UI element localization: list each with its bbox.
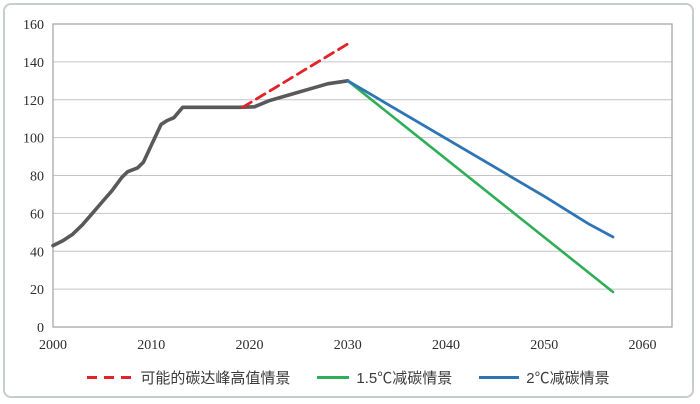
- series-scenario-1p5c-line: [346, 79, 615, 294]
- chart-frame: 0 20 40 60 80 100 120 140 160 2000 2010 2020 2030 204…: [3, 3, 694, 398]
- y-axis-tick-label-20: 20: [30, 283, 44, 298]
- series-peak-high-scenario-line: [241, 42, 350, 109]
- legend-item-1p5c-scenario: 1.5℃减碳情景: [317, 367, 452, 388]
- plot-border: [52, 23, 673, 328]
- x-axis-tick-label-2030: 2030: [334, 338, 362, 353]
- legend-item-peak-high-scenario: 可能的碳达峰高值情景: [87, 367, 290, 388]
- red-dashed-line-swatch: [87, 375, 134, 379]
- x-axis-tick-label-2010: 2010: [137, 338, 165, 353]
- series-historical-emissions-line: [51, 79, 350, 248]
- y-axis-tick-label-40: 40: [30, 245, 44, 260]
- x-axis-tick-label-2060: 2060: [629, 338, 657, 353]
- y-axis-tick-label-140: 140: [23, 56, 44, 71]
- x-axis-tick-label-2040: 2040: [432, 338, 460, 353]
- blue-line-swatch: [479, 375, 520, 379]
- legend-label-2c-scenario: 2℃减碳情景: [526, 369, 610, 387]
- legend-label-1p5c-scenario: 1.5℃减碳情景: [356, 369, 453, 387]
- y-axis-tick-label-80: 80: [30, 170, 44, 185]
- y-axis-tick-label-100: 100: [23, 132, 44, 147]
- x-axis-tick-label-2050: 2050: [530, 338, 558, 353]
- y-axis-tick-label-0: 0: [37, 321, 44, 336]
- x-axis-tick-label-2000: 2000: [39, 338, 67, 353]
- chart-legend: 可能的碳达峰高值情景 1.5℃减碳情景 2℃减碳情景: [5, 365, 692, 389]
- series-scenario-2c-line: [346, 79, 615, 239]
- y-axis-tick-label-160: 160: [23, 18, 44, 33]
- legend-label-peak-high-scenario: 可能的碳达峰高值情景: [140, 369, 291, 387]
- x-axis-tick-label-2020: 2020: [236, 338, 264, 353]
- y-axis-tick-label-60: 60: [30, 207, 44, 222]
- green-line-swatch: [317, 375, 350, 379]
- y-axis-tick-label-120: 120: [23, 94, 44, 109]
- legend-item-2c-scenario: 2℃减碳情景: [479, 367, 610, 388]
